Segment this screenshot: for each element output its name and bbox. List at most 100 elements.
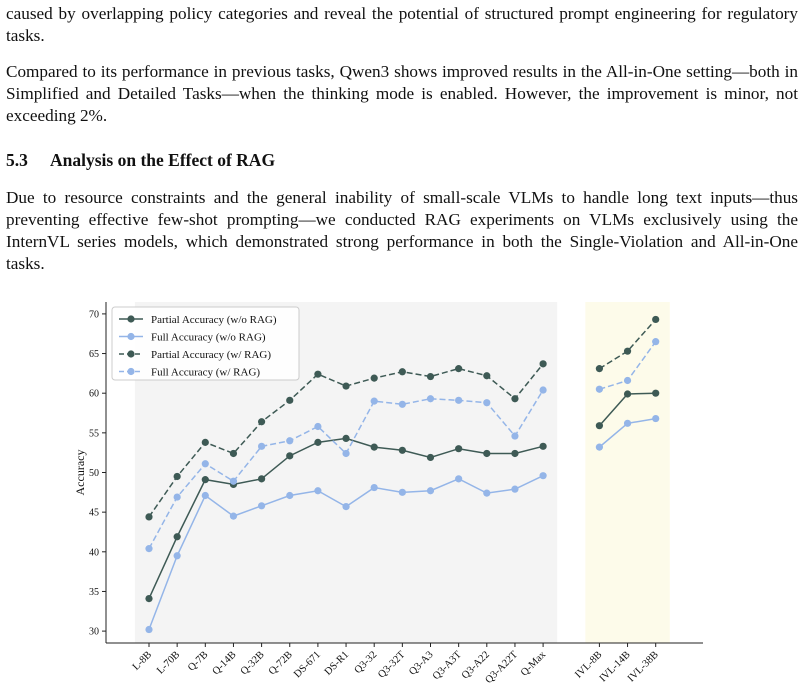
y-tick-label: 30 (89, 627, 99, 638)
legend-label: Partial Accuracy (w/o RAG) (151, 314, 277, 326)
data-point (314, 422, 322, 431)
data-point (652, 338, 660, 346)
data-point (201, 491, 209, 500)
data-point (201, 460, 209, 468)
data-point (623, 419, 632, 427)
data-point (314, 487, 322, 495)
data-point (145, 513, 153, 521)
data-point (652, 315, 660, 324)
data-point (370, 443, 378, 451)
data-point (426, 487, 435, 495)
data-point (398, 488, 406, 496)
data-point (286, 396, 294, 404)
data-point (652, 389, 660, 397)
legend-box (111, 306, 300, 381)
y-axis-label: Accuracy (73, 450, 87, 496)
paragraph-intro: caused by overlapping policy categories … (6, 4, 798, 45)
legend-label: Full Accuracy (w/ RAG) (151, 367, 260, 379)
chart-series (145, 315, 660, 634)
x-tick-label: Q-7B (186, 649, 210, 673)
data-point (539, 360, 547, 368)
x-tick-label: IVL-38B (626, 649, 661, 684)
paragraph-qwen3: Compared to its performance in previous … (6, 62, 798, 125)
data-point (539, 442, 547, 450)
data-point (511, 449, 519, 458)
series-4 (145, 338, 660, 553)
series-line (599, 318, 657, 370)
y-tick-label: 45 (89, 508, 99, 519)
data-point (342, 382, 350, 390)
group-band-2 (585, 302, 670, 643)
data-point (652, 414, 660, 423)
data-point (595, 422, 604, 430)
x-tick-label: L-8B (131, 649, 154, 672)
section-heading: 5.3 Analysis on the Effect of RAG (6, 150, 275, 171)
y-tick-label: 55 (89, 428, 99, 439)
data-point (173, 493, 181, 501)
data-point (595, 443, 604, 451)
data-point (483, 449, 491, 458)
data-point (342, 503, 350, 511)
data-point (342, 449, 350, 458)
data-point (258, 442, 266, 450)
data-point (623, 347, 632, 355)
x-tick-label: Q3-32 (353, 649, 380, 676)
data-point (201, 476, 209, 484)
data-point (145, 625, 153, 634)
legend-marker (127, 315, 135, 323)
legend-label: Full Accuracy (w/o RAG) (151, 332, 266, 344)
data-point (229, 512, 238, 520)
x-tick-label: DS-671 (292, 649, 323, 680)
data-point (623, 390, 632, 398)
data-point (370, 397, 378, 405)
data-point (426, 372, 435, 381)
data-point (539, 472, 547, 480)
data-point (286, 491, 294, 500)
data-point (595, 385, 604, 393)
data-point (258, 418, 266, 426)
x-tick-label: DS-R1 (323, 649, 351, 677)
data-point (173, 472, 181, 481)
data-point (595, 365, 604, 373)
x-tick-label: Q-14B (211, 649, 239, 677)
data-point (455, 475, 463, 483)
x-tick-label: Q-Max (519, 649, 549, 679)
legend-marker (127, 367, 135, 376)
data-point (398, 446, 406, 454)
data-point (145, 594, 153, 603)
data-point (483, 489, 491, 497)
x-tick-label: L-70B (155, 649, 182, 676)
y-tick-label: 40 (89, 547, 99, 558)
y-tick-label: 70 (89, 309, 99, 320)
data-point (314, 438, 322, 446)
y-tick-label: 35 (89, 587, 99, 598)
y-tick-label: 60 (89, 389, 99, 400)
data-point (145, 545, 153, 553)
data-point (286, 437, 294, 445)
x-tick-label: Q3-32T (376, 649, 408, 681)
legend-marker (127, 350, 135, 358)
data-point (398, 368, 406, 376)
data-point (623, 376, 632, 385)
data-point (286, 452, 294, 460)
data-point (201, 438, 209, 446)
data-point (314, 370, 322, 378)
paragraph-rag: Due to resource constraints and the gene… (6, 188, 798, 273)
data-point (258, 502, 266, 510)
legend-marker (127, 332, 135, 341)
data-point (173, 533, 181, 541)
data-point (511, 395, 519, 403)
data-point (455, 445, 463, 453)
data-point (539, 386, 547, 394)
data-point (229, 449, 238, 458)
series-3 (145, 315, 660, 521)
data-point (426, 453, 435, 462)
legend-label: Partial Accuracy (w/ RAG) (151, 349, 271, 361)
x-tick-label: Q3-A3T (431, 649, 464, 682)
x-tick-label: Q-32B (239, 649, 267, 677)
series-1 (145, 389, 660, 603)
data-point (370, 374, 378, 382)
data-point (483, 399, 491, 407)
data-point (258, 475, 266, 483)
data-point (511, 485, 519, 493)
